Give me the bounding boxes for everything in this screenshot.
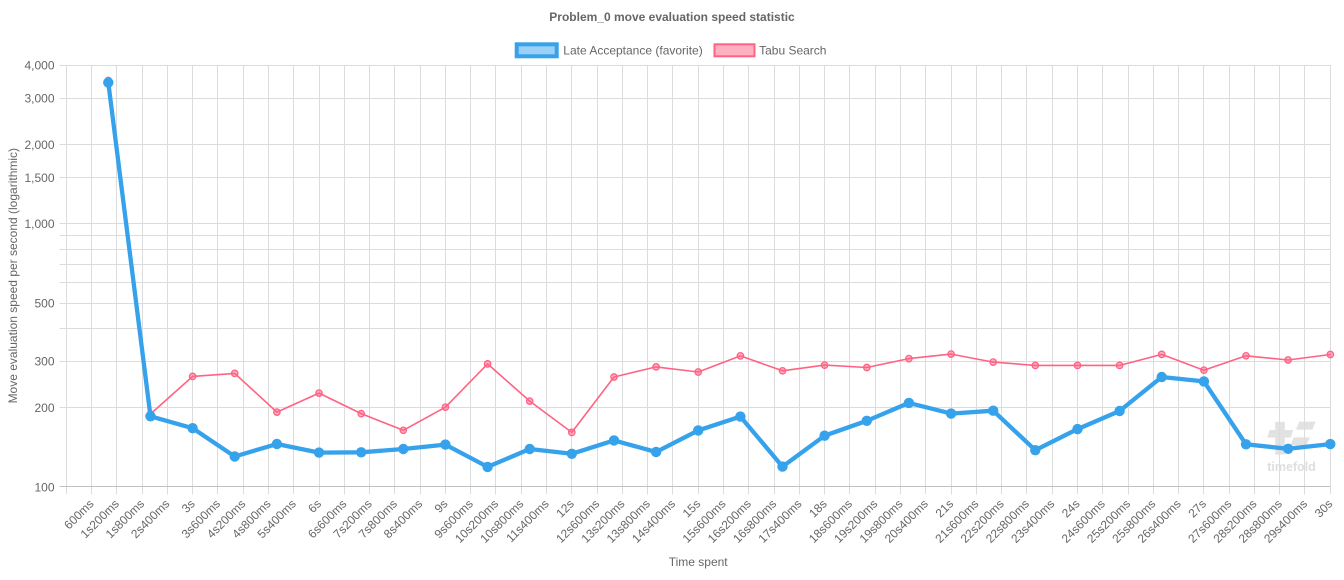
svg-text:300: 300 [34, 355, 54, 369]
svg-text:1,000: 1,000 [24, 217, 54, 231]
svg-text:Move evaluation speed per seco: Move evaluation speed per second (logari… [6, 148, 20, 403]
svg-text:1,500: 1,500 [24, 171, 54, 185]
svg-text:Late Acceptance (favorite): Late Acceptance (favorite) [563, 43, 702, 57]
svg-text:2,000: 2,000 [24, 138, 54, 152]
svg-text:3,000: 3,000 [24, 92, 54, 106]
svg-text:100: 100 [34, 480, 54, 494]
svg-text:timefold: timefold [1267, 460, 1316, 474]
svg-text:Problem_0 move evaluation spee: Problem_0 move evaluation speed statisti… [549, 10, 795, 24]
svg-text:4,000: 4,000 [24, 59, 54, 73]
svg-text:500: 500 [34, 296, 54, 310]
svg-text:Tabu Search: Tabu Search [759, 43, 826, 57]
svg-text:Time spent: Time spent [669, 555, 729, 569]
svg-text:200: 200 [34, 401, 54, 415]
